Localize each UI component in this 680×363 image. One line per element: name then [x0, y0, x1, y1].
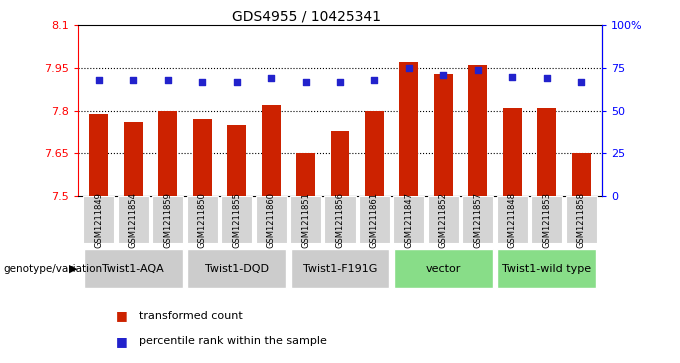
Bar — [330, 131, 350, 196]
Bar — [566, 196, 596, 243]
Bar — [262, 105, 281, 196]
Bar — [394, 249, 492, 288]
Bar — [296, 153, 315, 196]
Bar — [496, 196, 528, 243]
Text: ■: ■ — [116, 335, 127, 348]
Text: percentile rank within the sample: percentile rank within the sample — [139, 336, 327, 346]
Point — [576, 79, 587, 85]
Point — [403, 65, 414, 71]
Bar — [118, 196, 149, 243]
Bar — [572, 153, 591, 196]
Bar — [89, 114, 108, 196]
Text: transformed count: transformed count — [139, 311, 243, 321]
Bar — [188, 249, 286, 288]
Point — [231, 79, 242, 85]
Text: GSM1211861: GSM1211861 — [370, 192, 379, 248]
Point — [266, 76, 277, 81]
Text: genotype/variation: genotype/variation — [3, 264, 103, 274]
Point — [197, 79, 207, 85]
Text: GSM1211852: GSM1211852 — [439, 192, 448, 248]
Bar — [394, 196, 424, 243]
Bar — [290, 196, 321, 243]
Point — [507, 74, 517, 79]
Bar — [531, 196, 562, 243]
Text: GSM1211853: GSM1211853 — [542, 192, 551, 248]
Text: GSM1211855: GSM1211855 — [232, 192, 241, 248]
Bar — [227, 125, 246, 196]
Text: Twist1-wild type: Twist1-wild type — [502, 264, 591, 274]
Text: Twist1-AQA: Twist1-AQA — [103, 264, 164, 274]
Bar — [359, 196, 390, 243]
Bar — [124, 122, 143, 196]
Point — [93, 77, 104, 83]
Bar — [428, 196, 459, 243]
Bar — [221, 196, 252, 243]
Text: GSM1211850: GSM1211850 — [198, 192, 207, 248]
Point — [163, 77, 173, 83]
Bar — [365, 111, 384, 196]
Bar — [324, 196, 356, 243]
Point — [369, 77, 380, 83]
Text: GSM1211851: GSM1211851 — [301, 192, 310, 248]
Point — [473, 67, 483, 73]
Text: GSM1211857: GSM1211857 — [473, 192, 482, 248]
Point — [541, 76, 552, 81]
Text: GSM1211847: GSM1211847 — [405, 192, 413, 248]
Text: Twist1-F191G: Twist1-F191G — [303, 264, 377, 274]
Bar — [291, 249, 389, 288]
Bar — [158, 111, 177, 196]
Point — [438, 72, 449, 78]
Bar — [84, 249, 182, 288]
Text: GSM1211860: GSM1211860 — [267, 192, 275, 248]
Bar — [256, 196, 286, 243]
Text: Twist1-DQD: Twist1-DQD — [205, 264, 269, 274]
Bar — [498, 249, 596, 288]
Text: GSM1211859: GSM1211859 — [163, 192, 172, 248]
Point — [300, 79, 311, 85]
Bar — [469, 65, 488, 196]
Text: GDS4955 / 10425341: GDS4955 / 10425341 — [231, 9, 381, 23]
Bar — [399, 62, 418, 196]
Bar — [84, 196, 114, 243]
Bar — [187, 196, 218, 243]
Bar — [434, 74, 453, 196]
Bar — [192, 119, 211, 196]
Text: ▶: ▶ — [69, 264, 78, 274]
Bar — [152, 196, 184, 243]
Text: vector: vector — [426, 264, 461, 274]
Point — [128, 77, 139, 83]
Bar — [462, 196, 493, 243]
Text: GSM1211854: GSM1211854 — [129, 192, 138, 248]
Text: GSM1211849: GSM1211849 — [95, 192, 103, 248]
Text: ■: ■ — [116, 309, 127, 322]
Text: GSM1211856: GSM1211856 — [335, 192, 345, 248]
Text: GSM1211848: GSM1211848 — [508, 192, 517, 248]
Bar — [503, 108, 522, 196]
Bar — [537, 108, 556, 196]
Text: GSM1211858: GSM1211858 — [577, 192, 585, 248]
Point — [335, 79, 345, 85]
